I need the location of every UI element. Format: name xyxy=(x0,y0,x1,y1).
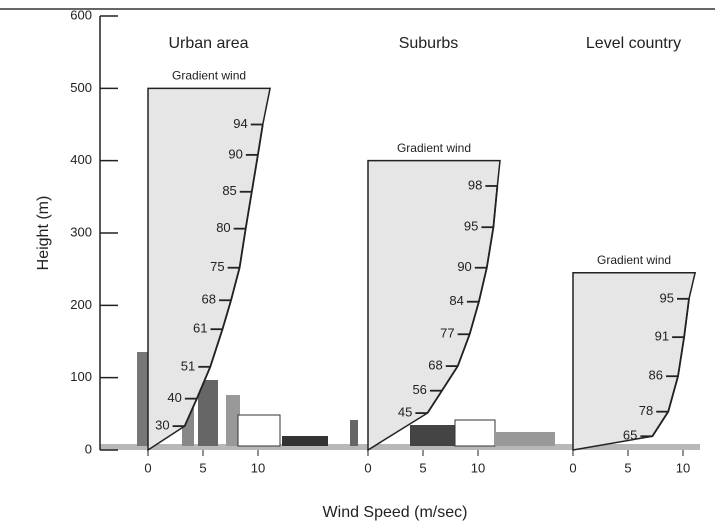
profile-label: 56 xyxy=(412,382,426,397)
profile-label: 90 xyxy=(457,259,471,274)
profile-label: 77 xyxy=(440,326,454,341)
x-tick-label: 10 xyxy=(471,460,485,475)
x-tick-label: 10 xyxy=(251,460,265,475)
profile-label: 45 xyxy=(398,405,412,420)
profile-label: 61 xyxy=(193,321,207,336)
y-tick-label: 100 xyxy=(70,369,92,384)
profile-label: 86 xyxy=(649,368,663,383)
y-tick-label: 400 xyxy=(70,152,92,167)
gradient-label: Gradient wind xyxy=(597,253,671,267)
profile-curve xyxy=(426,185,499,414)
profile-label: 68 xyxy=(428,358,442,373)
profile-label: 91 xyxy=(655,329,669,344)
profile-label: 95 xyxy=(660,290,674,305)
profile-label: 95 xyxy=(464,219,478,234)
y-tick-label: 0 xyxy=(85,441,92,456)
x-tick-label: 10 xyxy=(676,460,690,475)
y-tick-label: 600 xyxy=(70,7,92,22)
gradient-label: Gradient wind xyxy=(172,69,246,83)
panel-title: Suburbs xyxy=(399,35,459,52)
x-tick-label: 5 xyxy=(199,460,206,475)
gradient-box xyxy=(572,272,697,451)
y-tick-label: 500 xyxy=(70,80,92,95)
x-tick-label: 0 xyxy=(144,460,151,475)
profile-label: 68 xyxy=(202,292,216,307)
x-tick-label: 0 xyxy=(364,460,371,475)
x-tick-label: 5 xyxy=(419,460,426,475)
panel-title: Urban area xyxy=(168,35,248,52)
y-tick-label: 300 xyxy=(70,224,92,239)
profile-label: 94 xyxy=(233,116,247,131)
profile-label: 40 xyxy=(167,390,181,405)
profile-label: 80 xyxy=(216,220,230,235)
x-tick-label: 0 xyxy=(569,460,576,475)
profile-label: 90 xyxy=(228,146,242,161)
profile-label: 65 xyxy=(623,428,637,443)
profile-label: 98 xyxy=(468,177,482,192)
y-axis-label: Height (m) xyxy=(35,196,52,271)
profile-label: 84 xyxy=(449,293,463,308)
ground xyxy=(100,444,700,450)
gradient-box xyxy=(367,159,501,452)
profile-label: 75 xyxy=(210,259,224,274)
profile-label: 51 xyxy=(181,358,195,373)
x-axis-label: Wind Speed (m/sec) xyxy=(323,504,468,521)
profile-curve xyxy=(183,124,264,427)
profile-label: 30 xyxy=(155,418,169,433)
y-tick-label: 200 xyxy=(70,297,92,312)
profile-label: 85 xyxy=(222,183,236,198)
x-tick-label: 5 xyxy=(624,460,631,475)
profile-label: 78 xyxy=(639,403,653,418)
panel-title: Level country xyxy=(586,35,681,52)
scenery xyxy=(137,352,555,447)
gradient-label: Gradient wind xyxy=(397,141,471,155)
